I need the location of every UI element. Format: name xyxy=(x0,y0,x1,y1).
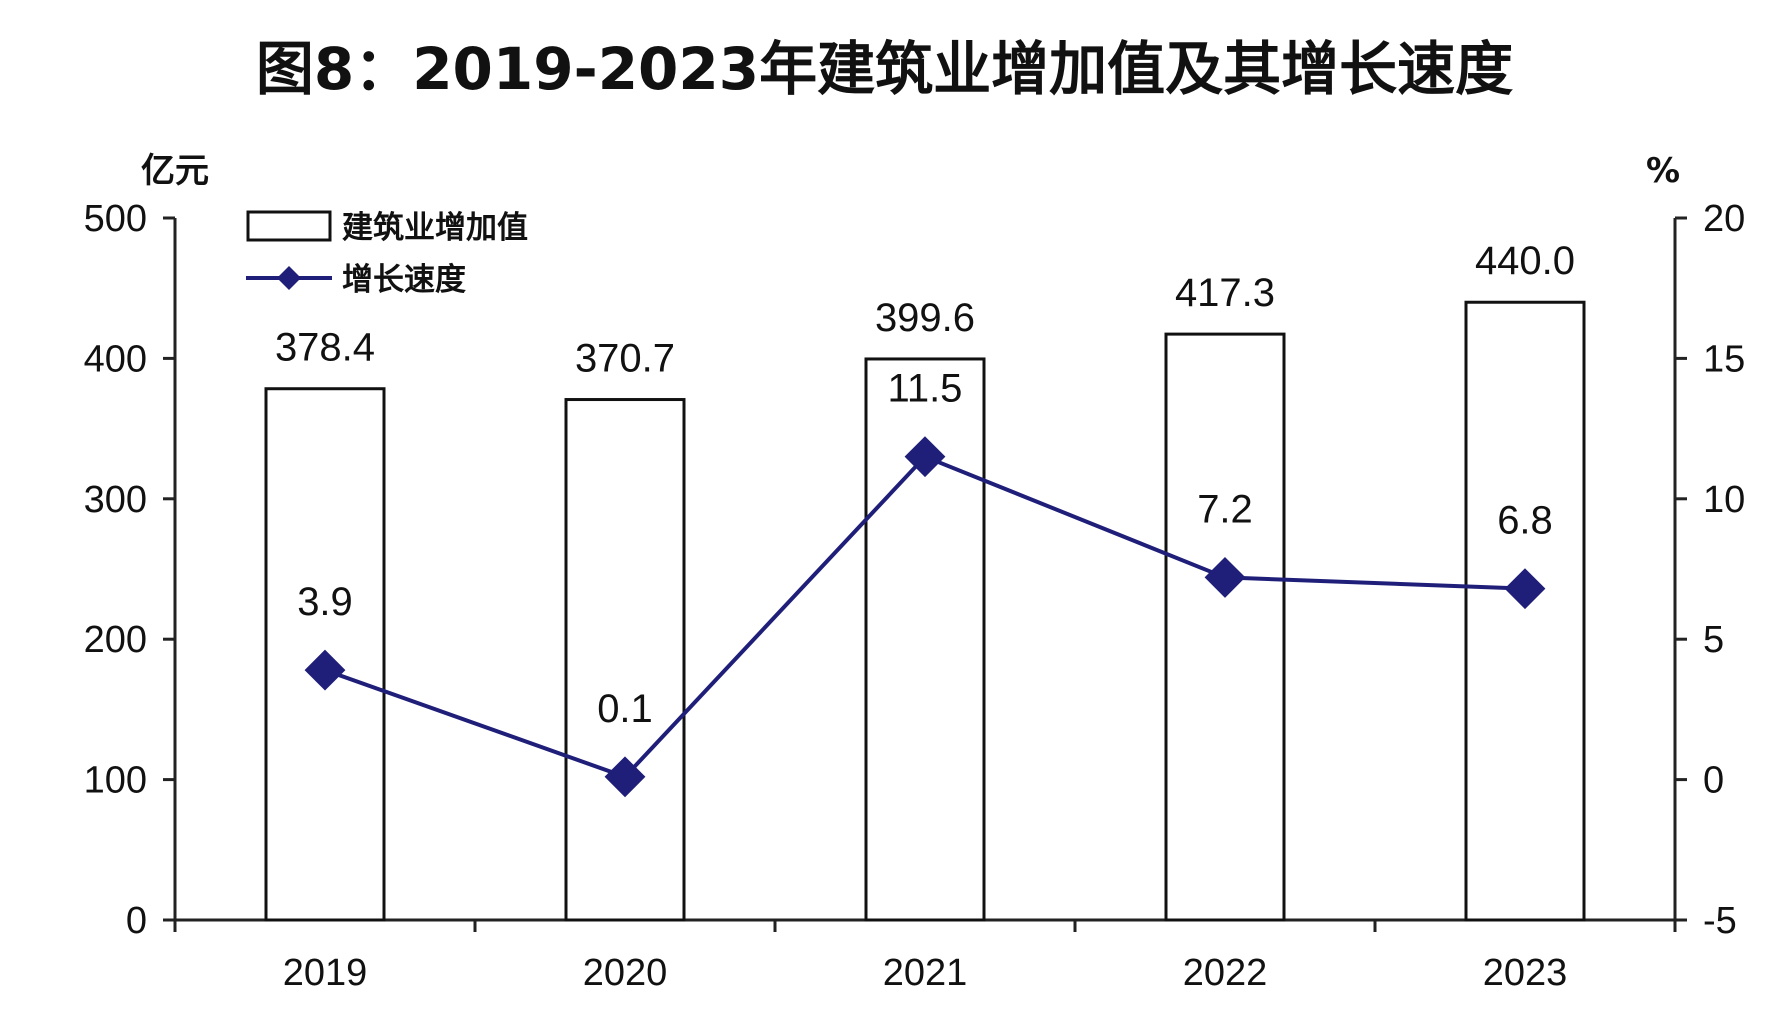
left-tick-label: 200 xyxy=(84,619,147,661)
right-tick-label: 10 xyxy=(1703,479,1745,521)
chart-title: 图8：2019-2023年建筑业增加值及其增长速度 xyxy=(255,35,1514,103)
left-tick-label: 0 xyxy=(126,900,147,942)
x-tick-label: 2022 xyxy=(1183,952,1268,994)
right-tick-label: 20 xyxy=(1703,198,1745,240)
x-tick-label: 2019 xyxy=(283,952,368,994)
growth-rate-label: 0.1 xyxy=(597,687,653,731)
legend-line-marker xyxy=(277,266,301,290)
bar-value-label: 370.7 xyxy=(575,337,675,381)
bar xyxy=(1164,332,1286,922)
bar xyxy=(564,398,686,922)
legend-bar-label: 建筑业增加值 xyxy=(342,210,528,246)
left-tick-label: 100 xyxy=(84,760,147,802)
bar-value-label: 417.3 xyxy=(1175,271,1275,315)
bar-value-label: 399.6 xyxy=(875,296,975,340)
bar-value-label: 378.4 xyxy=(275,326,375,370)
growth-rate-marker xyxy=(1504,568,1546,610)
growth-rate-label: 6.8 xyxy=(1497,499,1553,543)
growth-rate-marker xyxy=(1204,557,1246,598)
left-axis-unit: 亿元 xyxy=(141,151,209,191)
growth-rate-label: 11.5 xyxy=(888,367,963,411)
right-tick-label: 5 xyxy=(1703,619,1724,661)
growth-rate-label: 3.9 xyxy=(297,580,353,624)
legend-bar-swatch xyxy=(246,210,332,242)
x-tick-label: 2023 xyxy=(1483,952,1568,994)
bar xyxy=(1464,300,1586,922)
right-axis-unit: % xyxy=(1646,151,1680,191)
x-tick-label: 2020 xyxy=(583,952,668,994)
bar-value-label: 440.0 xyxy=(1475,239,1575,283)
left-tick-label: 500 xyxy=(84,198,147,240)
growth-rate-marker xyxy=(304,649,346,691)
growth-rate-marker xyxy=(604,756,646,798)
growth-rate-marker xyxy=(904,436,946,478)
growth-rate-label: 7.2 xyxy=(1197,487,1253,531)
right-tick-label: 15 xyxy=(1703,338,1745,380)
left-tick-label: 400 xyxy=(84,338,147,380)
left-tick-label: 300 xyxy=(84,479,147,521)
x-tick-label: 2021 xyxy=(883,952,968,994)
legend-line-label: 增长速度 xyxy=(342,262,466,298)
right-tick-label: -5 xyxy=(1703,900,1737,942)
right-tick-label: 0 xyxy=(1703,760,1724,802)
